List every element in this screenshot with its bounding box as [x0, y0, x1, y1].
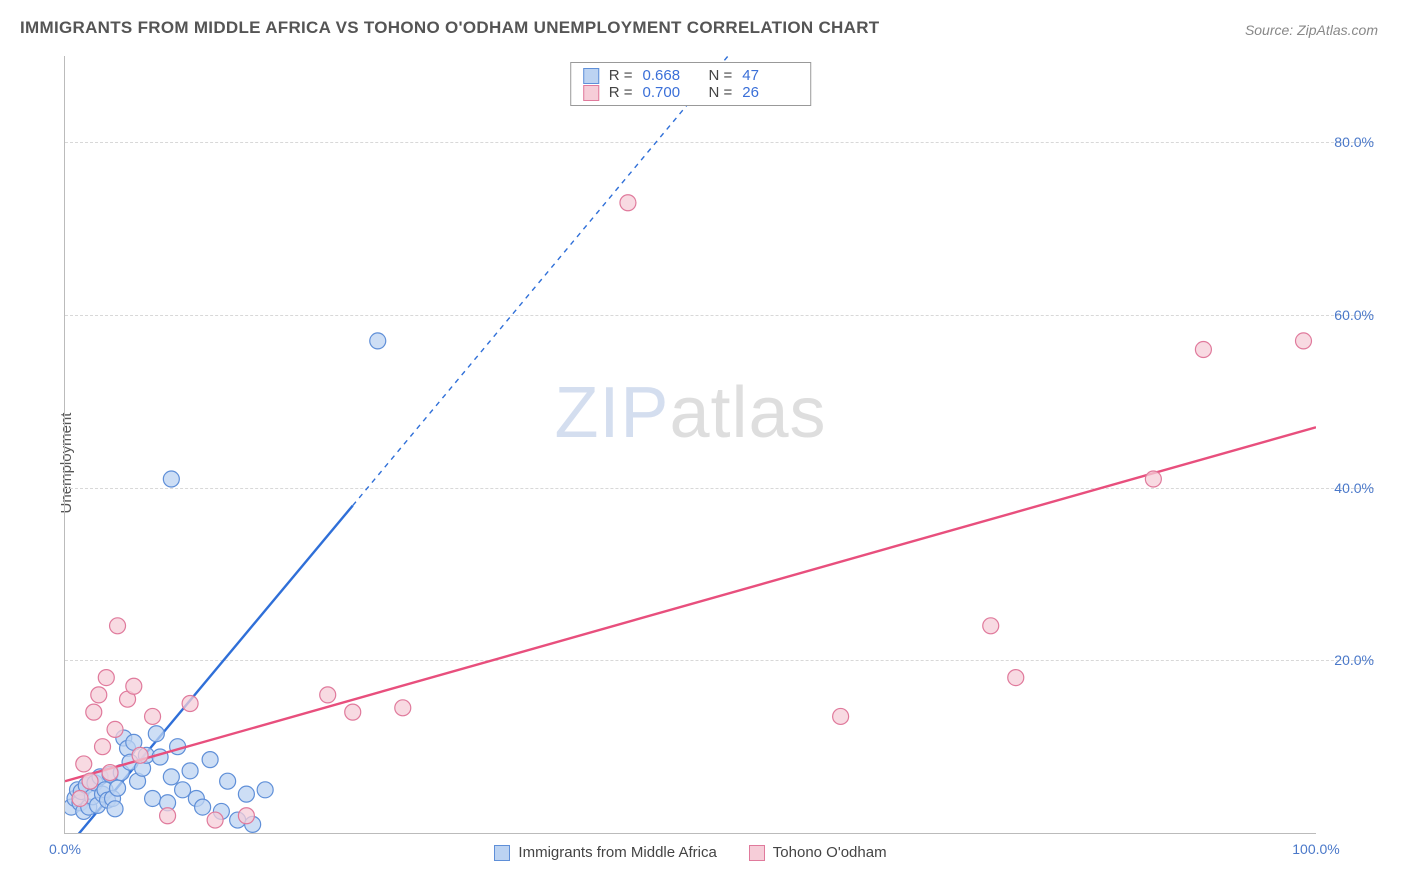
data-point: [98, 670, 114, 686]
data-point: [163, 471, 179, 487]
trend-line-dashed: [353, 56, 728, 506]
data-point: [72, 790, 88, 806]
y-tick-label: 40.0%: [1334, 480, 1374, 496]
chart-area: Unemployment ZIPatlas R = 0.668 N = 47 R…: [20, 48, 1386, 878]
data-point: [95, 739, 111, 755]
data-point: [82, 773, 98, 789]
x-axis-legend: Immigrants from Middle Africa Tohono O'o…: [65, 844, 1316, 861]
data-point: [207, 812, 223, 828]
x-legend-item-0: Immigrants from Middle Africa: [494, 844, 716, 861]
data-point: [182, 696, 198, 712]
n-label: N =: [709, 67, 733, 84]
data-point: [132, 747, 148, 763]
y-tick-label: 80.0%: [1334, 134, 1374, 150]
data-point: [145, 790, 161, 806]
data-point: [238, 808, 254, 824]
y-tick-label: 20.0%: [1334, 652, 1374, 668]
r-value-1: 0.700: [643, 84, 699, 101]
data-point: [148, 726, 164, 742]
data-point: [175, 782, 191, 798]
data-point: [160, 808, 176, 824]
x-legend-label-0: Immigrants from Middle Africa: [518, 844, 716, 861]
r-label: R =: [609, 67, 633, 84]
data-point: [395, 700, 411, 716]
x-legend-swatch-0: [494, 845, 510, 861]
plot-region: ZIPatlas R = 0.668 N = 47 R = 0.700 N = …: [64, 56, 1316, 834]
data-point: [110, 618, 126, 634]
data-point: [91, 687, 107, 703]
data-point: [107, 721, 123, 737]
data-point: [86, 704, 102, 720]
data-point: [163, 769, 179, 785]
x-legend-label-1: Tohono O'odham: [773, 844, 887, 861]
trend-line-solid: [65, 427, 1316, 781]
data-point: [983, 618, 999, 634]
y-tick-label: 60.0%: [1334, 307, 1374, 323]
data-point: [76, 756, 92, 772]
data-point: [1008, 670, 1024, 686]
data-point: [833, 708, 849, 724]
n-value-0: 47: [742, 67, 798, 84]
data-point: [102, 765, 118, 781]
source-credit: Source: ZipAtlas.com: [1245, 22, 1378, 38]
legend-row-series-1: R = 0.700 N = 26: [583, 84, 799, 101]
data-point: [182, 763, 198, 779]
source-label: Source:: [1245, 22, 1297, 38]
source-value: ZipAtlas.com: [1297, 22, 1378, 38]
data-point: [1145, 471, 1161, 487]
data-point: [195, 799, 211, 815]
data-point: [145, 708, 161, 724]
n-label: N =: [709, 84, 733, 101]
data-point: [257, 782, 273, 798]
data-point: [345, 704, 361, 720]
data-point: [238, 786, 254, 802]
r-value-0: 0.668: [643, 67, 699, 84]
data-point: [110, 780, 126, 796]
chart-title: IMMIGRANTS FROM MIDDLE AFRICA VS TOHONO …: [20, 18, 879, 38]
data-point: [1295, 333, 1311, 349]
x-tick-label: 0.0%: [49, 841, 81, 857]
data-point: [220, 773, 236, 789]
legend-swatch-0: [583, 68, 599, 84]
data-point: [320, 687, 336, 703]
data-point: [202, 752, 218, 768]
legend-row-series-0: R = 0.668 N = 47: [583, 67, 799, 84]
data-point: [620, 195, 636, 211]
data-point: [107, 801, 123, 817]
correlation-legend: R = 0.668 N = 47 R = 0.700 N = 26: [570, 62, 812, 106]
x-legend-swatch-1: [749, 845, 765, 861]
x-tick-label: 100.0%: [1292, 841, 1339, 857]
n-value-1: 26: [742, 84, 798, 101]
legend-swatch-1: [583, 85, 599, 101]
r-label: R =: [609, 84, 633, 101]
x-legend-item-1: Tohono O'odham: [749, 844, 887, 861]
data-point: [1195, 342, 1211, 358]
data-point: [370, 333, 386, 349]
data-point: [126, 678, 142, 694]
svg-layer: [65, 56, 1316, 833]
